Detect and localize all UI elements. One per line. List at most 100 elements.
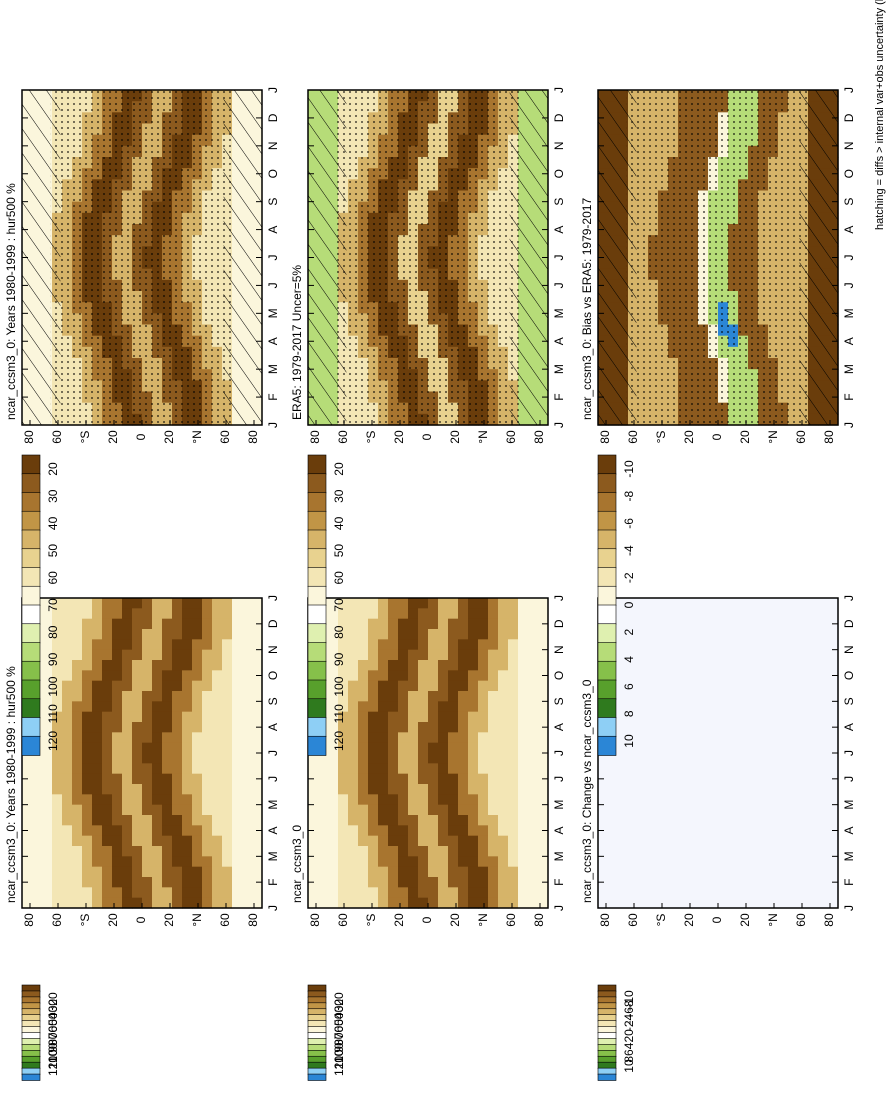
heatmap-cell	[488, 660, 499, 671]
heatmap-cell	[618, 722, 629, 733]
heatmap-cell	[22, 887, 33, 899]
heatmap-cell	[32, 753, 43, 764]
heatmap-cell	[498, 608, 509, 620]
heatmap-cell	[758, 815, 769, 826]
x-tick-label: J	[266, 750, 280, 756]
heatmap-cell	[808, 670, 819, 682]
heatmap-cell	[308, 753, 319, 764]
heatmap-cell	[438, 701, 449, 713]
heatmap-cell	[458, 742, 469, 754]
heatmap-cell	[668, 856, 679, 868]
heatmap-cell	[458, 846, 469, 857]
heatmap-cell	[448, 732, 459, 744]
heatmap-cell	[42, 701, 53, 713]
heatmap-cell	[508, 897, 519, 909]
heatmap-cell	[122, 866, 133, 878]
heatmap-cell	[488, 825, 499, 837]
heatmap-cell	[638, 639, 649, 651]
heatmap-cell	[538, 629, 549, 640]
heatmap-cell	[192, 804, 203, 816]
heatmap-cell	[92, 722, 103, 733]
heatmap-cell	[202, 866, 213, 878]
heatmap-cell	[212, 846, 223, 857]
heatmap-cell	[102, 629, 113, 640]
heatmap-cell	[122, 804, 133, 816]
heatmap-cell	[428, 763, 439, 775]
colorbar-label: -6	[622, 518, 636, 529]
heatmap-cell	[618, 815, 629, 826]
heatmap-cell	[498, 804, 509, 816]
heatmap-cell	[388, 722, 399, 733]
colorbar-label: 90	[332, 1039, 346, 1053]
heatmap-cell	[618, 691, 629, 702]
heatmap-cell	[508, 711, 519, 723]
x-tick-label: M	[552, 800, 566, 810]
heatmap-cell	[252, 897, 263, 909]
heatmap-cell	[162, 877, 173, 888]
heatmap-cell	[498, 598, 509, 609]
heatmap-cell	[708, 856, 719, 868]
heatmap-cell	[778, 804, 789, 816]
heatmap-cell	[628, 773, 639, 785]
heatmap-cell	[172, 722, 183, 733]
heatmap-cell	[252, 608, 263, 620]
heatmap-cell	[92, 701, 103, 713]
heatmap-cell	[418, 825, 429, 837]
heatmap-cell	[748, 763, 759, 775]
heatmap-cell	[152, 701, 163, 713]
colorbar-label: 30	[46, 999, 60, 1013]
heatmap-cell	[242, 742, 253, 754]
colorbar-swatch	[597, 1061, 617, 1069]
heatmap-cell	[808, 794, 819, 806]
heatmap-cell	[628, 732, 639, 744]
x-tick-label: J	[842, 282, 856, 288]
colorbar-swatch	[597, 567, 617, 588]
heatmap-cell	[448, 598, 459, 609]
heatmap-cell	[358, 804, 369, 816]
heatmap-cell	[32, 897, 43, 909]
colorbar-label: 110	[332, 1049, 346, 1068]
colorbar-swatch	[21, 1044, 41, 1052]
heatmap-cell	[252, 804, 263, 816]
heatmap-cell	[618, 660, 629, 671]
heatmap-cell	[222, 794, 233, 806]
heatmap-cell	[468, 773, 479, 785]
heatmap-cell	[498, 773, 509, 785]
heatmap-cell	[418, 784, 429, 795]
heatmap-cell	[798, 670, 809, 682]
heatmap-cell	[92, 608, 103, 620]
heatmap-cell	[358, 784, 369, 795]
heatmap-cell	[172, 815, 183, 826]
heatmap-cell	[52, 598, 63, 609]
heatmap-cell	[648, 753, 659, 764]
heatmap-cell	[778, 701, 789, 713]
heatmap-cell	[338, 722, 349, 733]
heatmap-cell	[72, 618, 83, 630]
heatmap-cell	[518, 846, 529, 857]
heatmap-cell	[112, 825, 123, 837]
heatmap-cell	[528, 856, 539, 868]
heatmap-cell	[52, 856, 63, 868]
heatmap-cell	[768, 732, 779, 744]
heatmap-cell	[678, 846, 689, 857]
stippling-overlay	[626, 90, 810, 425]
heatmap-cell	[428, 722, 439, 733]
heatmap-cell	[778, 629, 789, 640]
heatmap-cell	[252, 629, 263, 640]
heatmap-cell	[438, 629, 449, 640]
heatmap-cell	[368, 742, 379, 754]
heatmap-cell	[668, 773, 679, 785]
heatmap-cell	[788, 763, 799, 775]
heatmap-cell	[818, 701, 829, 713]
heatmap-cell	[388, 897, 399, 909]
colorbar-swatch	[21, 1014, 41, 1022]
heatmap-cell	[378, 639, 389, 651]
heatmap-cell	[728, 711, 739, 723]
heatmap-cell	[338, 846, 349, 857]
heatmap-cell	[32, 856, 43, 868]
heatmap-cell	[172, 598, 183, 609]
heatmap-cell	[428, 629, 439, 640]
colorbar-swatch	[597, 510, 617, 531]
heatmap-cell	[112, 887, 123, 899]
